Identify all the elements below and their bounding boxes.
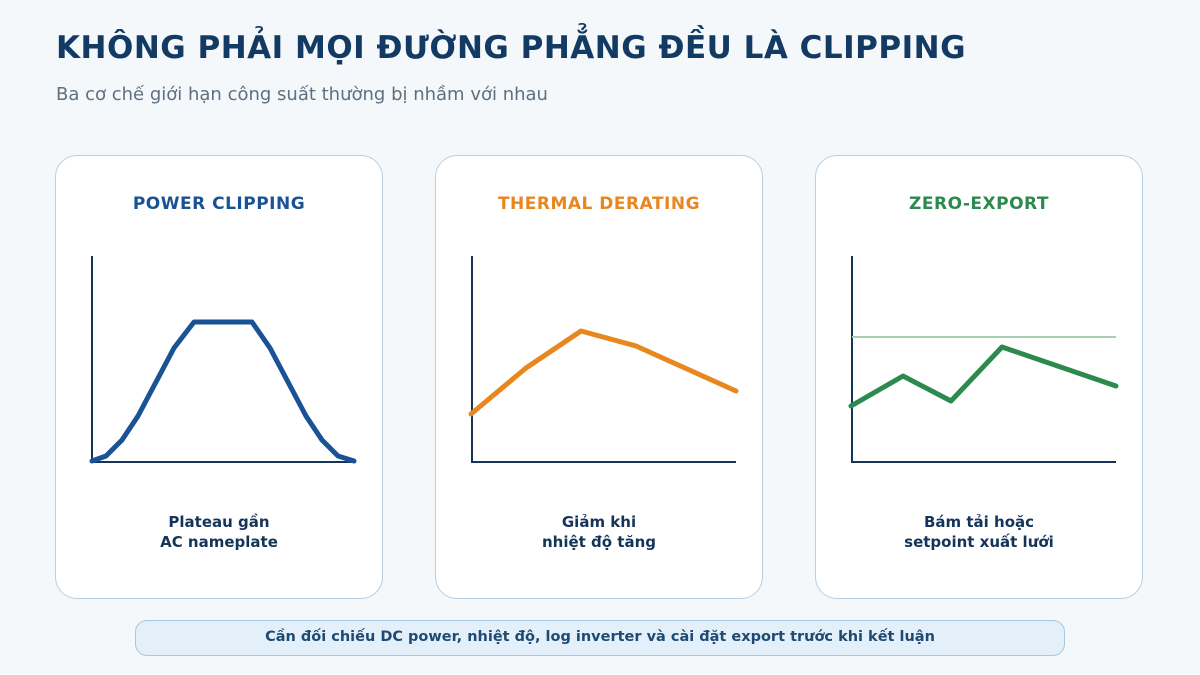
thermal-derating-sketch bbox=[468, 256, 739, 463]
caption-line: Giảm khi bbox=[561, 513, 637, 531]
card-caption-power-clipping: Plateau gần AC nameplate bbox=[56, 512, 382, 552]
axes bbox=[471, 256, 736, 463]
card-title-power-clipping: POWER CLIPPING bbox=[132, 194, 306, 214]
page-subtitle: Ba cơ chế giới hạn công suất thường bị n… bbox=[56, 84, 548, 105]
derating-power-curve bbox=[468, 328, 739, 417]
card-power-clipping: POWER CLIPPING Plateau gần AC nameplate bbox=[55, 155, 383, 599]
page-title: KHÔNG PHẢI MỌI ĐƯỜNG PHẲNG ĐỀU LÀ CLIPPI… bbox=[56, 30, 967, 66]
card-zero-export: ZERO-EXPORT Bám tải hoặc setpoint xuất l… bbox=[815, 155, 1143, 599]
caption-line: AC nameplate bbox=[160, 533, 278, 551]
caption-line: nhiệt độ tăng bbox=[541, 533, 657, 551]
card-thermal-derating: THERMAL DERATING Giảm khi nhiệt độ tăng bbox=[435, 155, 763, 599]
card-caption-thermal-derating: Giảm khi nhiệt độ tăng bbox=[436, 512, 762, 552]
footer-note: Cần đối chiếu DC power, nhiệt độ, log in… bbox=[135, 620, 1065, 656]
card-caption-zero-export: Bám tải hoặc setpoint xuất lưới bbox=[816, 512, 1142, 552]
caption-line: setpoint xuất lưới bbox=[904, 533, 1054, 551]
power-clipping-sketch bbox=[89, 256, 357, 464]
card-title-thermal-derating: THERMAL DERATING bbox=[497, 194, 701, 214]
zero-export-power-curve bbox=[848, 344, 1119, 409]
card-title-zero-export: ZERO-EXPORT bbox=[909, 194, 1049, 214]
caption-line: Plateau gần bbox=[168, 513, 270, 531]
zero-export-sketch bbox=[848, 256, 1119, 463]
clipped-power-curve bbox=[89, 319, 357, 464]
axes bbox=[851, 256, 1116, 463]
caption-line: Bám tải hoặc bbox=[923, 513, 1035, 531]
